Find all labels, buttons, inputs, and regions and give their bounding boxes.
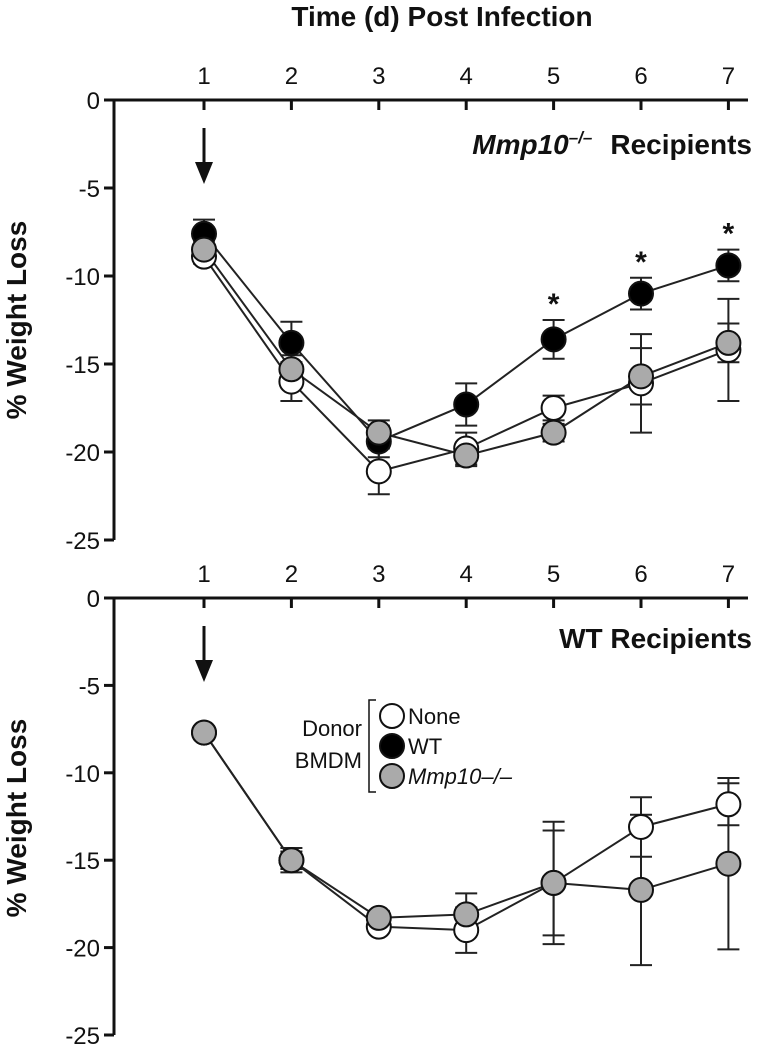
y-tick-label: -10 — [65, 761, 100, 788]
panel-title: Mmp10–/– Recipients — [472, 128, 752, 160]
legend-entry-none: None — [379, 703, 461, 729]
x-tick-label: 4 — [460, 63, 473, 90]
data-point-none — [628, 813, 654, 840]
x-tick-label: 1 — [197, 63, 210, 90]
legend: Donor BMDM None WT Mmp10–/– — [295, 699, 513, 793]
legend-label-none: None — [408, 704, 461, 729]
data-point-mmp10 — [453, 901, 480, 928]
legend-marker-mmp10 — [379, 763, 405, 789]
y-tick-label: -5 — [79, 176, 100, 203]
y-tick-label: -25 — [65, 528, 100, 555]
data-point-mmp10 — [278, 356, 305, 383]
x-tick-label: 2 — [285, 63, 298, 90]
infection-arrow-head — [195, 660, 213, 682]
x-tick-label: 3 — [372, 63, 385, 90]
data-point-mmp10 — [365, 419, 392, 446]
x-tick-label: 6 — [634, 561, 647, 588]
y-tick-label: 0 — [87, 586, 100, 613]
legend-group-label-line1: Donor — [302, 716, 362, 741]
data-point-wt — [278, 329, 305, 356]
data-point-mmp10 — [540, 419, 567, 446]
x-tick-label: 1 — [197, 561, 210, 588]
data-point-none — [365, 458, 392, 485]
legend-marker-none — [379, 703, 405, 729]
x-tick-label: 7 — [722, 63, 735, 90]
y-tick-label: 0 — [87, 88, 100, 115]
data-point-wt — [715, 252, 742, 279]
legend-marker-wt — [379, 733, 405, 759]
significance-star: * — [723, 218, 735, 251]
panel-title-rest: Recipients — [610, 129, 752, 160]
y-axis-label: % Weight Loss — [1, 719, 32, 918]
panel-mmp10-recipients: % Weight Loss Mmp10–/– Recipients 0 -5 -10 -… — [1, 63, 752, 555]
legend-label-mmp10: Mmp10–/– — [408, 764, 513, 789]
panel-title-gene: Mmp10 — [472, 129, 569, 160]
data-point-wt — [453, 391, 480, 418]
legend-label-wt: WT — [408, 734, 442, 759]
legend-entry-wt: WT — [379, 733, 442, 759]
x-tick-label: 3 — [372, 561, 385, 588]
legend-group-label-line2: BMDM — [295, 748, 362, 773]
x-tick-label: 4 — [460, 561, 473, 588]
y-axis-label: % Weight Loss — [1, 221, 32, 420]
data-point-none — [715, 791, 742, 818]
y-tick-label: -20 — [65, 440, 100, 467]
x-axis-title: Time (d) Post Infection — [291, 1, 592, 32]
x-tick-label: 5 — [547, 63, 560, 90]
y-tick-label: -15 — [65, 352, 100, 379]
panel-title: WT Recipients — [559, 623, 752, 654]
significance-star: * — [548, 288, 560, 321]
data-point-none — [540, 395, 567, 421]
y-tick-label: -20 — [65, 936, 100, 963]
x-tick-label: 6 — [634, 63, 647, 90]
legend-bracket — [368, 699, 376, 793]
panel-title-superscript: –/– — [569, 128, 593, 147]
x-tick-label: 7 — [722, 561, 735, 588]
x-tick-label: 5 — [547, 561, 560, 588]
data-point-mmp10 — [628, 363, 654, 390]
data-point-mmp10 — [191, 236, 217, 263]
legend-entry-mmp10: Mmp10–/– — [379, 763, 513, 789]
y-tick-label: -15 — [65, 848, 100, 875]
data-point-mmp10 — [453, 442, 480, 469]
panel-wt-recipients: % Weight Loss WT Recipients 0 -5 -10 -15 -20… — [1, 561, 752, 1050]
data-point-mmp10 — [278, 847, 305, 874]
data-point-wt — [628, 280, 654, 307]
data-point-mmp10 — [715, 329, 742, 356]
y-tick-label: -10 — [65, 264, 100, 291]
data-point-wt — [540, 326, 567, 353]
y-tick-label: -5 — [79, 673, 100, 700]
data-point-mmp10 — [365, 904, 392, 931]
data-point-mmp10 — [628, 876, 654, 903]
infection-arrow-head — [195, 162, 213, 184]
x-tick-label: 2 — [285, 561, 298, 588]
data-point-mmp10 — [715, 850, 742, 877]
significance-star: * — [635, 246, 647, 279]
y-tick-label: -25 — [65, 1023, 100, 1050]
data-point-mmp10 — [191, 719, 217, 746]
data-point-mmp10 — [540, 869, 567, 896]
